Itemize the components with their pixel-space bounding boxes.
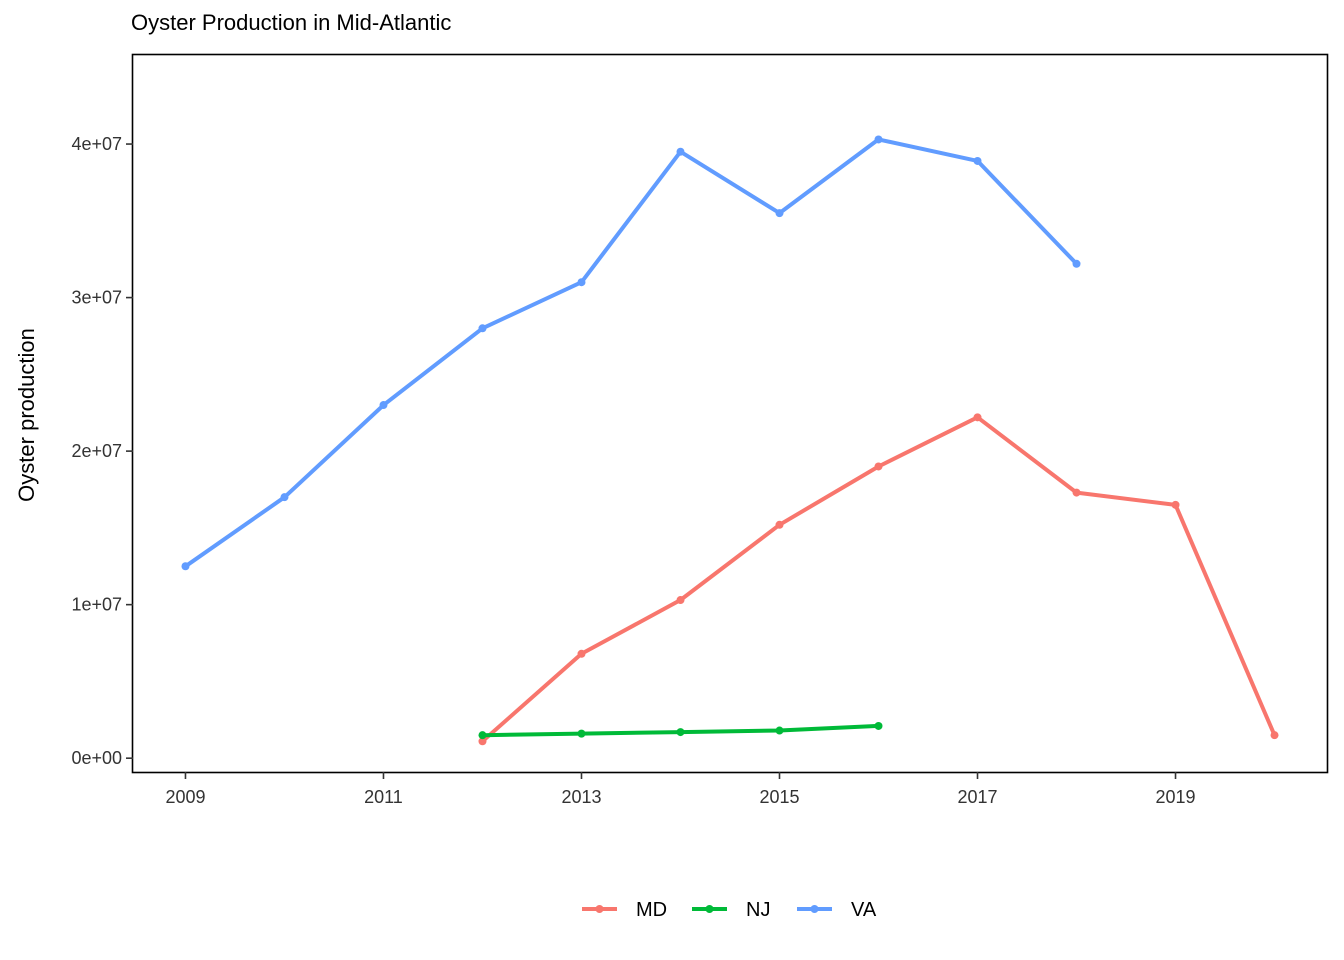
data-point-va-2010 bbox=[280, 493, 289, 502]
data-point-md-2015 bbox=[775, 520, 784, 529]
y-tick-label: 3e+07 bbox=[71, 288, 122, 308]
data-point-md-2019 bbox=[1171, 500, 1180, 509]
data-point-nj-2013 bbox=[577, 729, 586, 738]
y-tick-label: 2e+07 bbox=[71, 441, 122, 461]
y-tick-label: 0e+00 bbox=[71, 748, 122, 768]
data-point-va-2013 bbox=[577, 278, 586, 287]
y-tick-label: 4e+07 bbox=[71, 134, 122, 154]
data-point-md-2014 bbox=[676, 596, 685, 605]
legend-item-nj: NJ bbox=[692, 899, 770, 921]
data-point-nj-2012 bbox=[478, 731, 487, 740]
data-point-va-2011 bbox=[379, 401, 388, 410]
data-point-md-2013 bbox=[577, 649, 586, 658]
x-tick-label: 2011 bbox=[364, 787, 403, 807]
legend: MD NJ VA bbox=[582, 899, 877, 921]
legend-label-nj: NJ bbox=[746, 899, 770, 921]
legend-label-va: VA bbox=[851, 899, 877, 921]
data-point-va-2016 bbox=[874, 135, 883, 144]
y-tick-label: 1e+07 bbox=[71, 595, 122, 615]
series-layer bbox=[181, 135, 1279, 746]
x-tick-label: 2015 bbox=[759, 787, 799, 807]
data-point-nj-2015 bbox=[775, 726, 784, 735]
x-tick-label: 2019 bbox=[1155, 787, 1195, 807]
chart-title: Oyster Production in Mid-Atlantic bbox=[131, 10, 452, 35]
legend-key-point-nj bbox=[705, 905, 714, 913]
data-point-va-2009 bbox=[181, 562, 190, 571]
x-tick-label: 2017 bbox=[957, 787, 997, 807]
series-line-va bbox=[184, 137, 1078, 568]
legend-key-point-va bbox=[810, 905, 819, 913]
legend-label-md: MD bbox=[636, 899, 667, 921]
data-point-nj-2014 bbox=[676, 728, 685, 737]
series-va bbox=[181, 135, 1081, 571]
series-md bbox=[478, 413, 1279, 746]
legend-key-point-md bbox=[595, 905, 604, 913]
data-point-nj-2016 bbox=[874, 721, 883, 730]
data-point-md-2020 bbox=[1270, 731, 1279, 740]
data-point-va-2014 bbox=[676, 147, 685, 156]
series-nj bbox=[478, 721, 883, 740]
axis-layer: 0e+00 1e+07 2e+07 3e+07 4e+07 2009 2011 2013 201… bbox=[71, 134, 1195, 807]
legend-item-va: VA bbox=[797, 899, 877, 921]
legend-item-md: MD bbox=[582, 899, 667, 921]
data-point-md-2012 bbox=[478, 737, 487, 746]
data-point-va-2017 bbox=[973, 156, 982, 165]
data-point-md-2016 bbox=[874, 462, 883, 471]
x-tick-label: 2013 bbox=[561, 787, 601, 807]
x-tick-label: 2009 bbox=[165, 787, 205, 807]
data-point-va-2012 bbox=[478, 324, 487, 333]
data-point-va-2018 bbox=[1072, 259, 1081, 268]
data-point-va-2015 bbox=[775, 209, 784, 218]
data-point-md-2018 bbox=[1072, 488, 1081, 497]
plot-panel-border bbox=[131, 53, 1329, 774]
data-point-md-2017 bbox=[973, 413, 982, 422]
